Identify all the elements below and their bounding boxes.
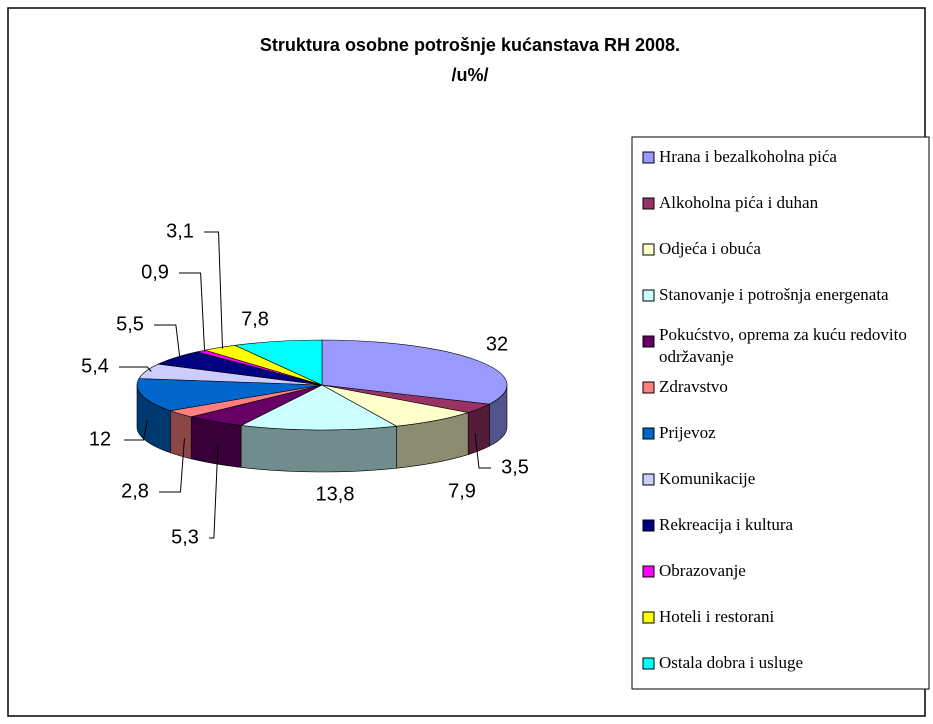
chart-subtitle: /u%/ xyxy=(451,65,488,85)
legend-label: Pokućstvo, oprema za kuću redovito održa… xyxy=(659,325,911,366)
legend-label: Zdravstvo xyxy=(659,377,728,396)
data-label: 2,8 xyxy=(121,480,149,502)
legend-label: Prijevoz xyxy=(659,423,716,442)
data-label: 3,1 xyxy=(166,220,194,242)
data-label: 7,9 xyxy=(448,480,476,502)
data-label: 5,3 xyxy=(171,526,199,548)
data-label: 7,8 xyxy=(241,308,269,330)
legend-swatch xyxy=(642,519,655,532)
legend-label: Ostala dobra i usluge xyxy=(659,653,803,672)
chart-title: Struktura osobne potrošnje kućanstava RH… xyxy=(260,35,680,55)
legend-label: Hoteli i restorani xyxy=(659,607,774,626)
data-label: 3,5 xyxy=(501,456,529,478)
data-label: 5,4 xyxy=(81,355,109,377)
leader-line xyxy=(204,231,224,349)
legend-swatch xyxy=(642,473,655,486)
leader-line xyxy=(209,445,219,539)
leader-line xyxy=(154,324,181,359)
legend-swatch xyxy=(642,243,655,256)
legend-label: Odjeća i obuća xyxy=(659,239,761,258)
legend-swatch xyxy=(642,289,655,302)
pie-slice xyxy=(240,384,398,431)
legend-swatch xyxy=(642,335,655,348)
data-label: 5,5 xyxy=(116,313,144,335)
pie-slice xyxy=(321,339,508,405)
legend-box xyxy=(631,136,930,690)
data-label: 12 xyxy=(89,428,111,450)
legend-swatch xyxy=(642,381,655,394)
leader-line xyxy=(474,432,491,469)
legend-label: Stanovanje i potrošnja energenata xyxy=(659,285,889,304)
legend-swatch xyxy=(642,565,655,578)
legend-swatch xyxy=(642,611,655,624)
pie-side xyxy=(240,425,397,473)
pie-slice xyxy=(233,339,323,386)
pie-slice xyxy=(136,378,323,412)
legend-label: Hrana i bezalkoholna pića xyxy=(659,147,837,166)
legend-swatch xyxy=(642,151,655,164)
legend-label: Komunikacije xyxy=(659,469,755,488)
pie-side xyxy=(170,410,192,460)
data-label: 32 xyxy=(486,333,508,355)
legend-swatch xyxy=(642,197,655,210)
leader-line xyxy=(124,420,148,441)
legend-label: Obrazovanje xyxy=(659,561,746,580)
legend-swatch xyxy=(642,657,655,670)
data-label: 0,9 xyxy=(141,261,169,283)
pie-slice xyxy=(321,384,469,427)
leader-line xyxy=(179,272,206,353)
legend-label: Rekreacija i kultura xyxy=(659,515,794,534)
data-label: 13,8 xyxy=(316,483,355,505)
leader-line xyxy=(119,366,152,372)
leader-line xyxy=(159,438,185,493)
legend-label: Alkoholna pića i duhan xyxy=(659,193,819,212)
legend-swatch xyxy=(642,427,655,440)
